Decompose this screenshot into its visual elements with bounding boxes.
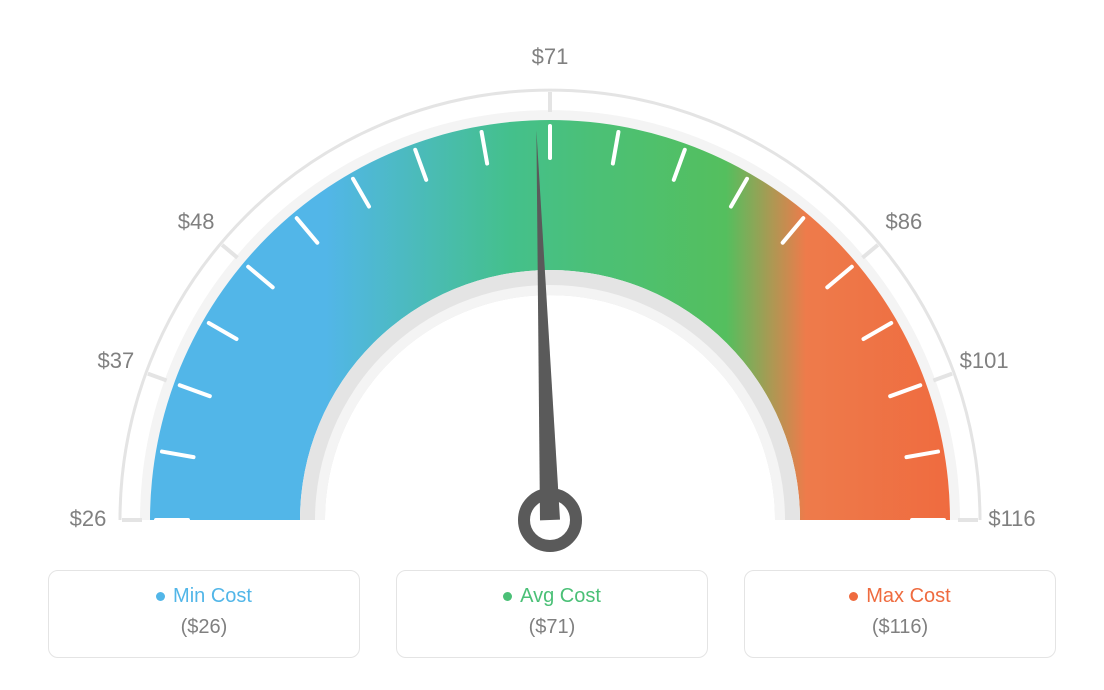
svg-text:$48: $48	[178, 209, 215, 234]
legend-card-max: Max Cost ($116)	[744, 570, 1056, 658]
legend-dot-max	[849, 592, 858, 601]
legend-value-max: ($116)	[745, 616, 1055, 639]
legend-dot-avg	[503, 592, 512, 601]
legend-title-min: Min Cost	[49, 585, 359, 608]
svg-text:$26: $26	[70, 506, 107, 531]
svg-text:$71: $71	[532, 44, 569, 69]
legend-dot-min	[156, 592, 165, 601]
svg-text:$101: $101	[960, 348, 1009, 373]
legend-label-avg: Avg Cost	[520, 585, 601, 607]
legend-label-min: Min Cost	[173, 585, 252, 607]
cost-gauge-chart: $26 $37 $48 $71 $86 $101 $116 Min Cost ($26) A…	[0, 0, 1104, 690]
svg-text:$116: $116	[988, 506, 1035, 531]
gauge-svg: $26 $37 $48 $71 $86 $101 $116	[0, 0, 1104, 560]
legend-card-min: Min Cost ($26)	[48, 570, 360, 658]
legend-title-avg: Avg Cost	[397, 585, 707, 608]
gauge-area: $26 $37 $48 $71 $86 $101 $116	[0, 0, 1104, 560]
legend-label-max: Max Cost	[866, 585, 950, 607]
legend-row: Min Cost ($26) Avg Cost ($71) Max Cost (…	[0, 570, 1104, 658]
legend-value-min: ($26)	[49, 616, 359, 639]
legend-value-avg: ($71)	[397, 616, 707, 639]
legend-card-avg: Avg Cost ($71)	[396, 570, 708, 658]
legend-title-max: Max Cost	[745, 585, 1055, 608]
svg-text:$37: $37	[98, 348, 135, 373]
svg-text:$86: $86	[886, 209, 923, 234]
